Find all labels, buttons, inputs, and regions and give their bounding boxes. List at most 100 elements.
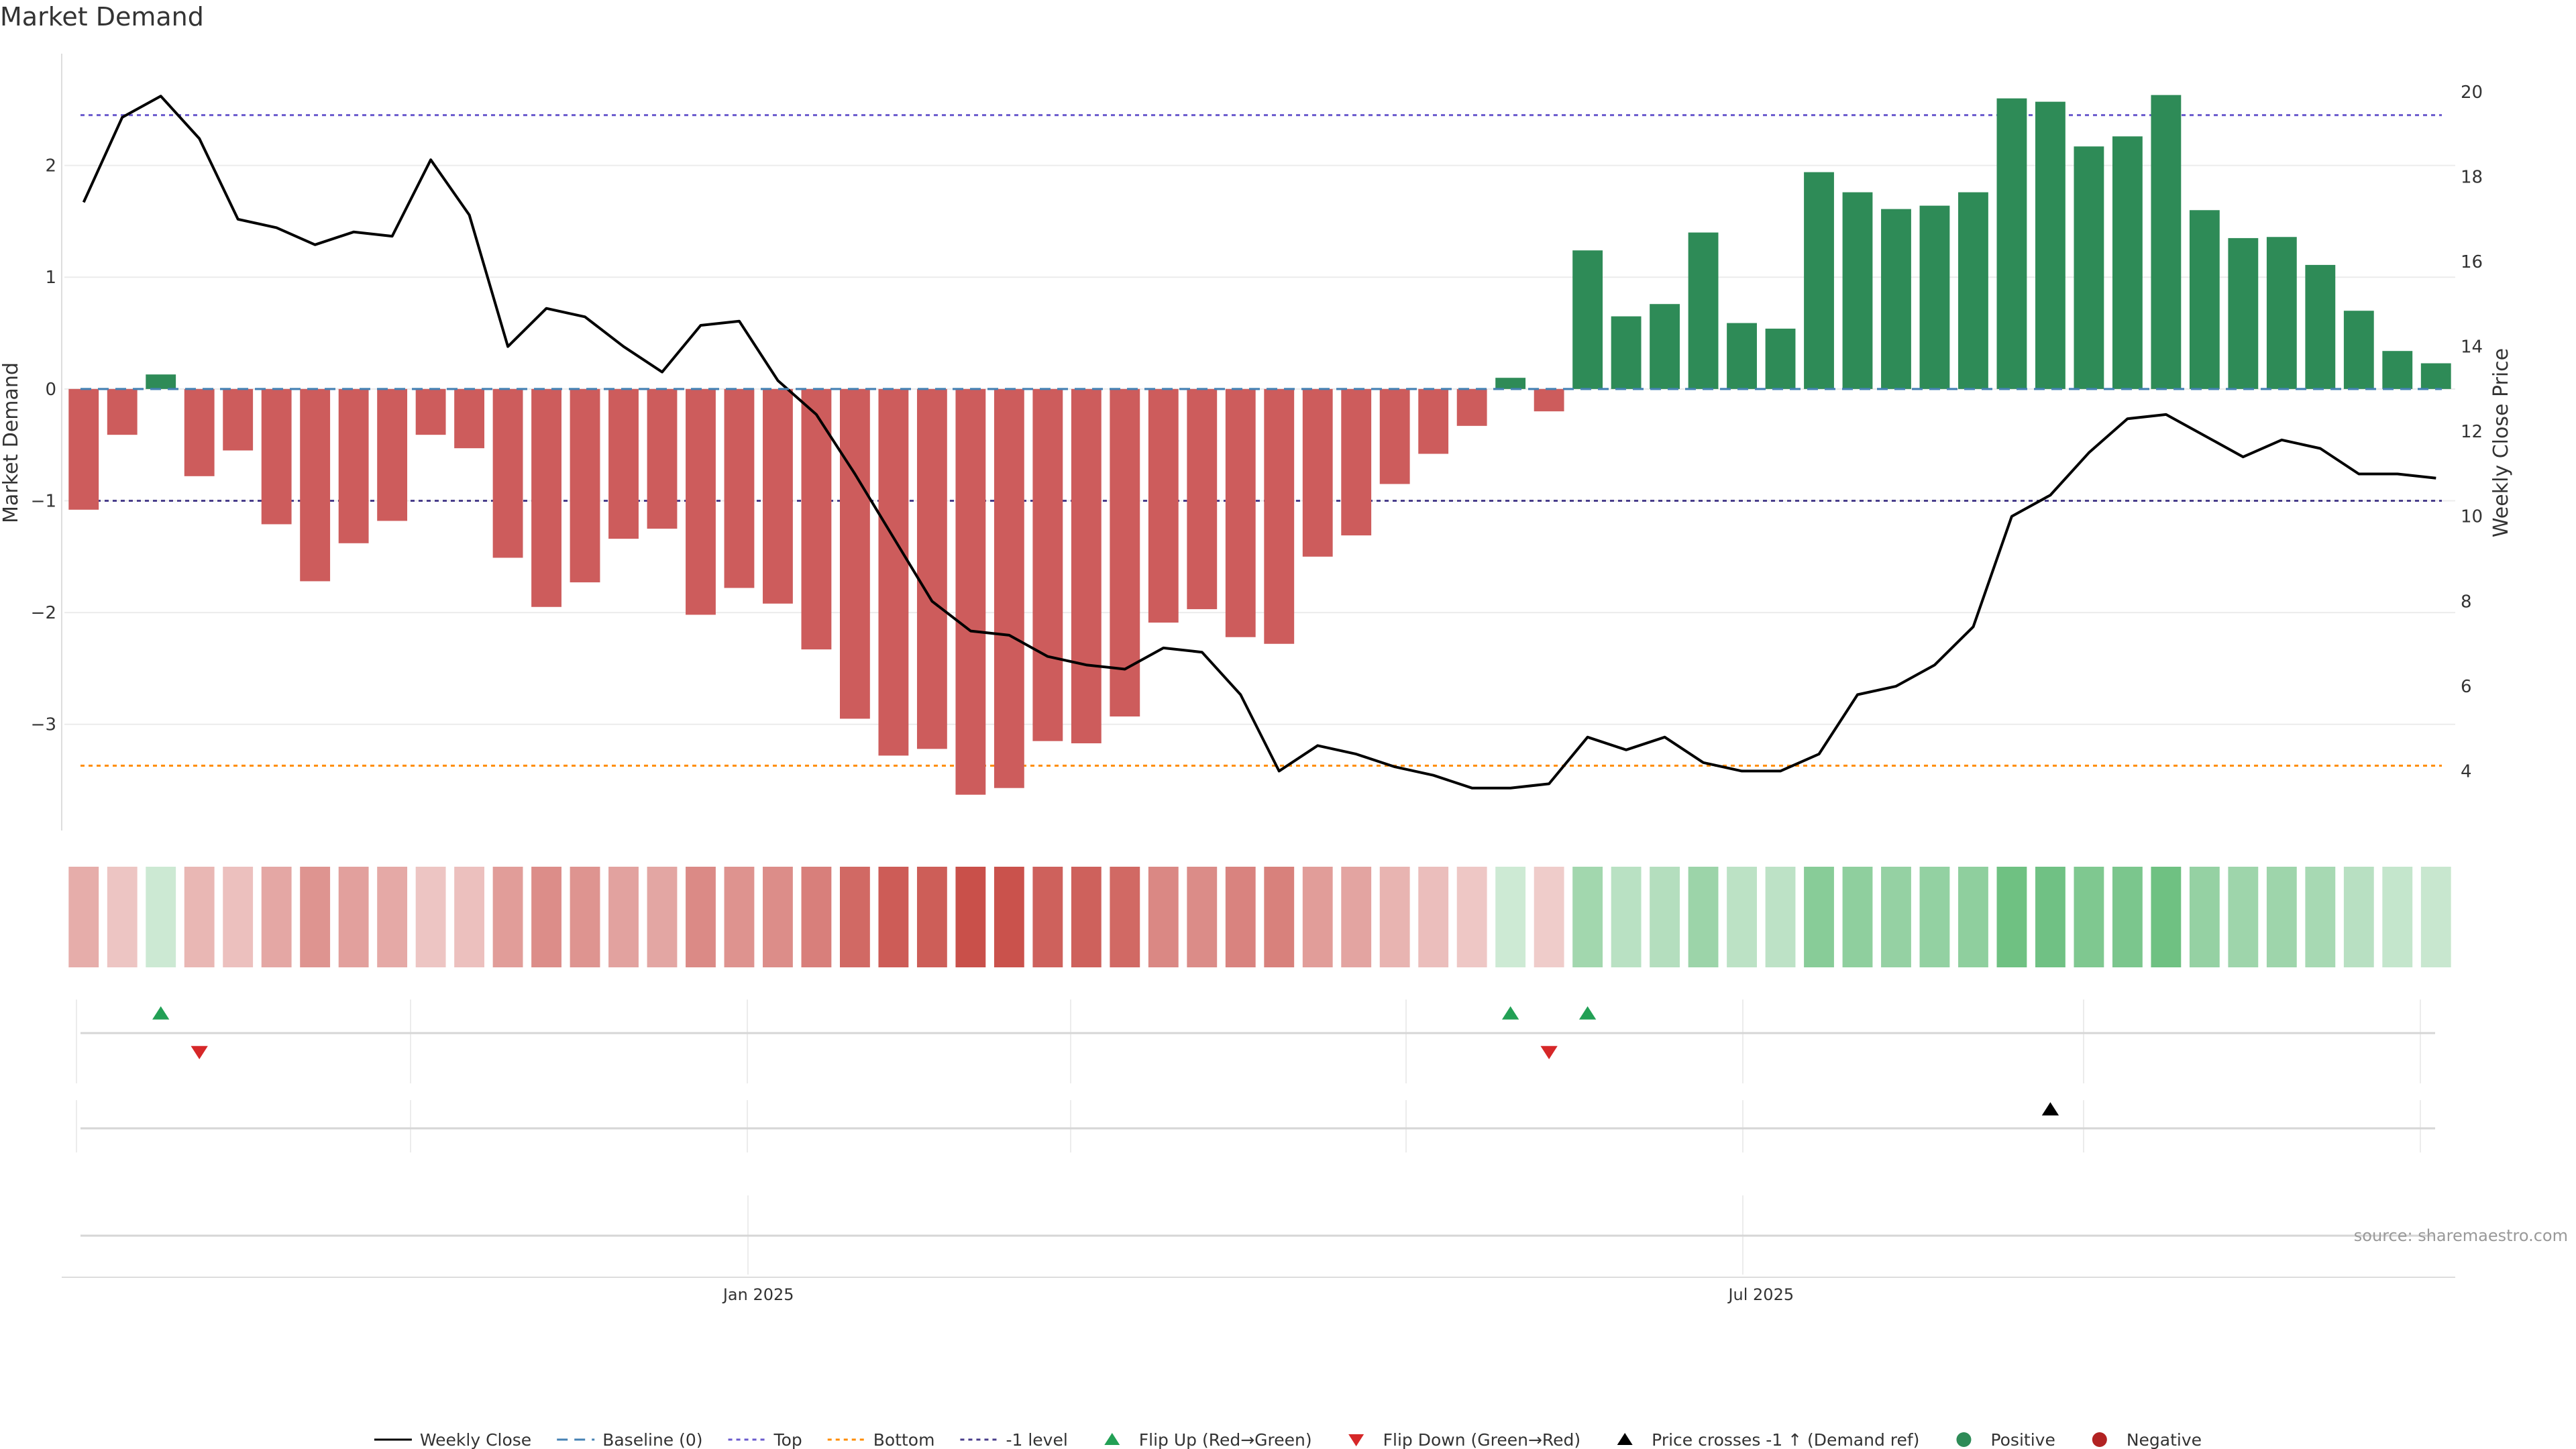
legend-label: Price crosses -1 ↑ (Demand ref) bbox=[1652, 1430, 1919, 1449]
positive-heat-cell bbox=[1881, 867, 1911, 967]
negative-demand-bar bbox=[1302, 388, 1333, 557]
negative-demand-bar bbox=[1187, 388, 1218, 610]
negative-heat-cell bbox=[994, 867, 1024, 967]
negative-demand-bar bbox=[492, 388, 523, 558]
positive-demand-bar bbox=[1996, 98, 2027, 389]
positive-heat-cell bbox=[2151, 867, 2182, 967]
positive-heat-cell bbox=[1611, 867, 1642, 967]
positive-demand-bar bbox=[2228, 237, 2259, 389]
legend-item: -1 level bbox=[960, 1430, 1068, 1449]
left-tick-label: 2 bbox=[45, 156, 56, 176]
negative-demand-bar bbox=[955, 388, 986, 795]
legend-label: Flip Down (Green→Red) bbox=[1383, 1430, 1581, 1449]
demand-bars bbox=[68, 95, 2451, 795]
negative-heat-cell bbox=[68, 867, 99, 967]
negative-demand-bar bbox=[916, 388, 947, 749]
source-label: source: sharemaestro.com bbox=[2354, 1226, 2568, 1245]
negative-demand-bar bbox=[415, 388, 446, 435]
positive-demand-bar bbox=[1765, 328, 1796, 389]
positive-demand-bar bbox=[1650, 304, 1680, 389]
negative-heat-cell bbox=[1225, 867, 1256, 967]
positive-demand-bar bbox=[1688, 232, 1719, 389]
negative-heat-cell bbox=[1110, 867, 1140, 967]
left-tick-label: −3 bbox=[31, 715, 56, 735]
legend-item: Positive bbox=[1956, 1430, 2055, 1449]
negative-demand-bar bbox=[1032, 388, 1063, 741]
flip-down-marker bbox=[191, 1046, 208, 1059]
positive-heat-cell bbox=[2420, 867, 2451, 967]
positive-heat-cell bbox=[2382, 867, 2413, 967]
positive-demand-bar bbox=[2074, 146, 2104, 389]
negative-heat-cell bbox=[686, 867, 716, 967]
event-panels bbox=[76, 1000, 2435, 1275]
negative-heat-cell bbox=[377, 867, 408, 967]
negative-heat-cell bbox=[1187, 867, 1218, 967]
positive-heat-cell bbox=[2074, 867, 2104, 967]
legend-item: Negative bbox=[2092, 1430, 2202, 1449]
flip-down-marker bbox=[1540, 1046, 1558, 1059]
legend-label: Baseline (0) bbox=[602, 1430, 702, 1449]
negative-heat-cell bbox=[1341, 867, 1372, 967]
negative-demand-bar bbox=[68, 388, 99, 510]
positive-demand-bar bbox=[1611, 316, 1642, 389]
negative-heat-cell bbox=[107, 867, 138, 967]
positive-heat-cell bbox=[1958, 867, 1988, 967]
negative-demand-bar bbox=[300, 388, 331, 582]
legend-label: Positive bbox=[1990, 1430, 2055, 1449]
negative-demand-bar bbox=[223, 388, 254, 451]
negative-demand-bar bbox=[1071, 388, 1102, 744]
negative-demand-bar bbox=[1225, 388, 1256, 637]
negative-heat-cell bbox=[647, 867, 678, 967]
price-cross-marker bbox=[2041, 1102, 2059, 1116]
legend-label: Negative bbox=[2127, 1430, 2202, 1449]
positive-heat-cell bbox=[1804, 867, 1834, 967]
legend-label: Bottom bbox=[873, 1430, 935, 1449]
negative-demand-bar bbox=[878, 388, 909, 756]
positive-heat-cell bbox=[2228, 867, 2259, 967]
negative-heat-cell bbox=[261, 867, 292, 967]
legend-item: Baseline (0) bbox=[557, 1430, 703, 1449]
negative-heat-cell bbox=[724, 867, 755, 967]
negative-heat-cell bbox=[1456, 867, 1487, 967]
positive-demand-bar bbox=[1919, 205, 1950, 389]
demand-heat-strip bbox=[68, 867, 2451, 967]
left-tick-label: −2 bbox=[31, 603, 56, 623]
right-tick-label: 10 bbox=[2461, 507, 2483, 527]
negative-demand-bar bbox=[724, 388, 755, 588]
positive-heat-cell bbox=[2305, 867, 2336, 967]
negative-demand-bar bbox=[377, 388, 408, 521]
negative-demand-bar bbox=[840, 388, 870, 719]
negative-demand-bar bbox=[608, 388, 639, 539]
negative-heat-cell bbox=[415, 867, 446, 967]
legend-item: Price crosses -1 ↑ (Demand ref) bbox=[1617, 1430, 1919, 1449]
positive-demand-bar bbox=[2382, 351, 2413, 389]
positive-heat-cell bbox=[1842, 867, 1873, 967]
negative-heat-cell bbox=[1534, 867, 1564, 967]
positive-demand-bar bbox=[1572, 250, 1603, 389]
weekly-close-line bbox=[82, 95, 2436, 790]
left-tick-label: −1 bbox=[31, 491, 56, 511]
positive-heat-cell bbox=[2266, 867, 2297, 967]
positive-heat-cell bbox=[1996, 867, 2027, 967]
right-axis-label: Weekly Close Price bbox=[2489, 348, 2513, 537]
negative-demand-bar bbox=[261, 388, 292, 525]
negative-demand-bar bbox=[570, 388, 600, 583]
negative-heat-cell bbox=[608, 867, 639, 967]
negative-heat-cell bbox=[878, 867, 909, 967]
positive-heat-cell bbox=[2035, 867, 2065, 967]
legend-label: Weekly Close bbox=[420, 1430, 531, 1449]
legend-item: Top bbox=[728, 1430, 802, 1449]
positive-heat-cell bbox=[1727, 867, 1757, 967]
negative-demand-bar bbox=[763, 388, 793, 604]
negative-demand-bar bbox=[1110, 388, 1140, 717]
positive-demand-bar bbox=[2343, 311, 2374, 389]
legend-item: Weekly Close bbox=[374, 1430, 531, 1449]
chart-title: Market Demand bbox=[0, 2, 204, 32]
legend-circle-swatch bbox=[2092, 1432, 2107, 1447]
legend-label: Top bbox=[773, 1430, 802, 1449]
negative-heat-cell bbox=[1071, 867, 1102, 967]
positive-demand-bar bbox=[1727, 323, 1757, 389]
negative-heat-cell bbox=[184, 867, 215, 967]
positive-demand-bar bbox=[1495, 378, 1526, 389]
